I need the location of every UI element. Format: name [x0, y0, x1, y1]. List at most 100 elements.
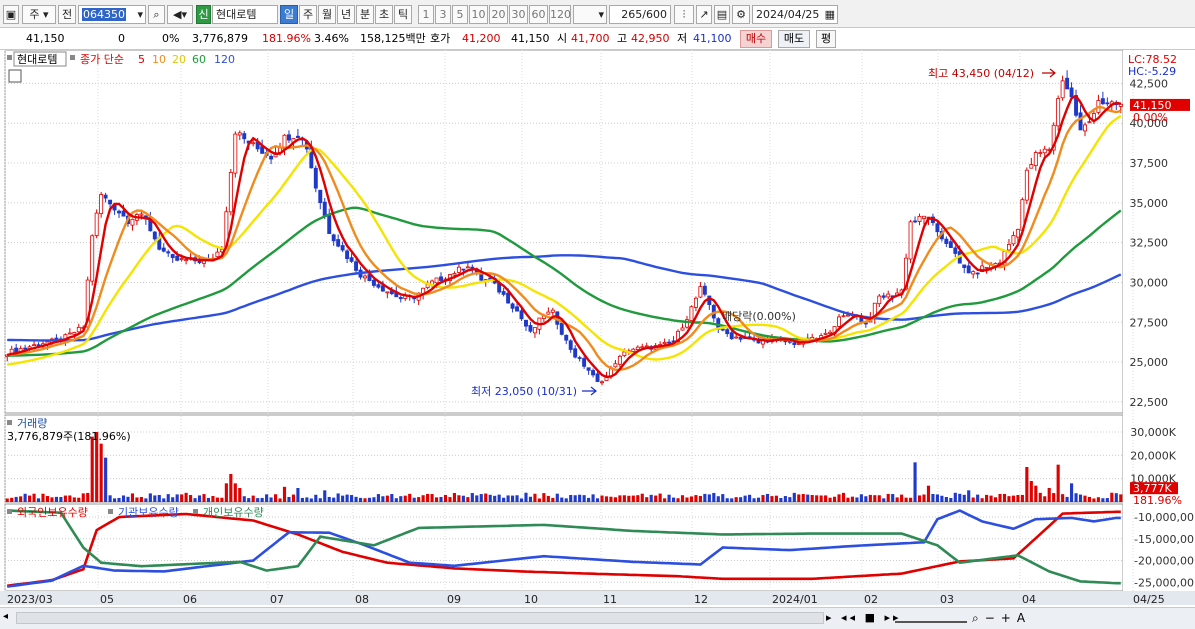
market-select[interactable]: 주 ▾ — [22, 5, 56, 24]
volume-bar — [587, 497, 591, 502]
stock-chart[interactable]: 42,500 40,000 37,500 35,000 32,500 30,000 27,5… — [0, 50, 1195, 605]
chevron-down-icon[interactable]: ▾ — [137, 8, 143, 21]
volume-bar — [323, 490, 327, 502]
eval-button[interactable]: 평 — [816, 30, 836, 48]
stock-code-input[interactable]: 064350 ▾ — [78, 5, 146, 24]
ma-120-line — [7, 254, 1122, 342]
zoom-controls[interactable]: ⌕−+A — [972, 611, 1031, 626]
volume-bar — [426, 493, 430, 502]
prev-button[interactable]: 전 — [58, 5, 76, 24]
volume-bar — [752, 498, 756, 502]
low-price: 41,100 — [693, 32, 732, 45]
sound-icon[interactable]: ◀▾ — [167, 5, 193, 24]
candle-body — [698, 286, 703, 298]
zoom-slider[interactable] — [895, 613, 967, 623]
candle-body — [738, 336, 743, 340]
window-menu-icon[interactable]: ▣ — [3, 5, 19, 24]
volume-bar — [801, 494, 805, 502]
candle-body — [613, 363, 618, 368]
buy-button[interactable]: 매수 — [740, 30, 772, 48]
volume-bar — [484, 493, 488, 502]
minute-tab-20[interactable]: 20 — [489, 5, 508, 24]
drawing-tool-icon[interactable]: ↗ — [696, 5, 712, 24]
data-count-value: 265 — [621, 8, 643, 21]
volume-bar — [403, 495, 407, 502]
period-tab-5[interactable]: 초 — [375, 5, 393, 24]
minute-tab-10[interactable]: 10 — [469, 5, 488, 24]
gear-icon[interactable]: ⚙ — [732, 5, 750, 24]
minute-tab-3[interactable]: 3 — [435, 5, 451, 24]
volume-bar — [54, 496, 58, 502]
volume-bar — [421, 495, 425, 502]
minute-custom-select[interactable]: ▾ — [573, 5, 607, 24]
date-field[interactable]: 2024/04/25 ▦ — [752, 5, 838, 24]
volume-bar — [332, 497, 336, 502]
volume-bar — [663, 498, 667, 502]
period-tab-2[interactable]: 월 — [318, 5, 336, 24]
candle-body — [886, 293, 891, 298]
save-icon[interactable]: ▤ — [714, 5, 730, 24]
minute-tab-60[interactable]: 60 — [529, 5, 548, 24]
candle-body — [439, 276, 443, 281]
zoom-in-icon[interactable]: + — [1000, 611, 1017, 625]
legend-marker — [7, 509, 12, 514]
scroll-left-icon[interactable]: ◂ — [3, 611, 9, 622]
volume-bar — [260, 497, 264, 502]
volume-bar — [926, 485, 931, 502]
candle-type-icon[interactable]: ⫶ — [674, 5, 694, 24]
playback-controls[interactable]: ▸ ◂◂ ■ ▸▸ — [826, 611, 902, 624]
volume-bar — [604, 496, 609, 502]
period-tab-3[interactable]: 년 — [337, 5, 355, 24]
volume-bar — [765, 493, 770, 502]
search-icon[interactable]: ⌕ — [148, 5, 165, 24]
data-count-field[interactable]: 265/600 — [609, 5, 671, 24]
volume-bar — [716, 496, 720, 502]
candle-body — [680, 327, 685, 331]
candle-body — [863, 322, 868, 325]
period-tab-0[interactable]: 일 — [280, 5, 298, 24]
minute-tab-5[interactable]: 5 — [452, 5, 468, 24]
x-axis-label: 04 — [1022, 593, 1036, 605]
rewind-icon[interactable]: ◂◂ — [841, 611, 859, 624]
minute-tab-30[interactable]: 30 — [509, 5, 528, 24]
holding-y-tick: -10,000,00 — [1134, 511, 1194, 524]
volume-bar — [479, 494, 483, 502]
period-tab-6[interactable]: 틱 — [394, 5, 412, 24]
holding-y-tick: -20,000,00 — [1134, 555, 1194, 568]
fast-forward-icon[interactable]: ▸▸ — [884, 611, 902, 624]
volume-bar — [470, 493, 474, 502]
volume-bar — [582, 495, 586, 502]
period-tab-4[interactable]: 분 — [356, 5, 374, 24]
current-price: 41,150 — [26, 32, 65, 45]
chart-grid — [0, 50, 1195, 605]
candle-body — [913, 220, 918, 223]
magnifier-icon[interactable]: ⌕ — [972, 611, 985, 625]
calendar-icon[interactable]: ▦ — [824, 8, 835, 21]
period-tab-1[interactable]: 주 — [299, 5, 317, 24]
candle-body — [600, 381, 604, 384]
candle-body — [130, 218, 135, 226]
zoom-out-icon[interactable]: − — [984, 611, 1001, 625]
candle-body — [984, 266, 989, 269]
minute-tab-120[interactable]: 120 — [549, 5, 571, 24]
high-price: 42,950 — [631, 32, 670, 45]
volume-bar — [224, 483, 228, 502]
volume-bar — [251, 495, 255, 502]
volume-bar — [148, 493, 152, 502]
font-size-icon[interactable]: A — [1016, 611, 1032, 625]
dividend-annotation: 배당락(0.00%) — [722, 310, 796, 323]
stop-icon[interactable]: ■ — [864, 611, 878, 624]
step-forward-icon[interactable]: ▸ — [826, 611, 835, 624]
volume-bar — [1034, 485, 1038, 502]
candle-body — [322, 201, 327, 217]
candle-body — [465, 266, 470, 269]
candle-body — [796, 343, 801, 345]
volume-bar — [707, 494, 711, 502]
horizontal-scrollbar[interactable] — [16, 612, 824, 624]
volume-bar — [175, 494, 179, 502]
sell-button[interactable]: 매도 — [778, 30, 810, 48]
minute-tab-1[interactable]: 1 — [418, 5, 434, 24]
quote-ask: 41,200 — [462, 32, 501, 45]
price-y-tick: 37,500 — [1130, 157, 1169, 170]
candle-body — [586, 367, 591, 371]
